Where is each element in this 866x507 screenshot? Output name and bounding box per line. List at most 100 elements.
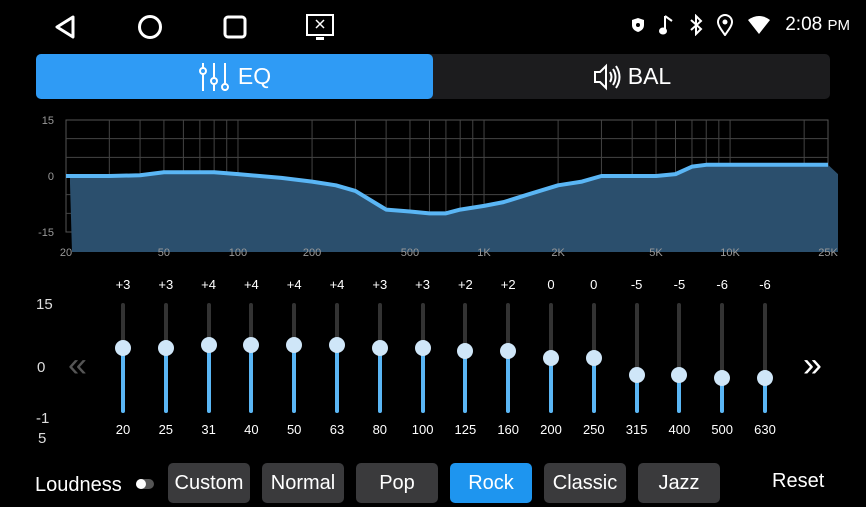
- band-gain-label: +3: [158, 277, 174, 292]
- band-slider[interactable]: [628, 303, 645, 413]
- band-slider[interactable]: [543, 303, 559, 413]
- axis-bottom-label-1: -1: [36, 410, 50, 427]
- preset-button-rock[interactable]: Rock: [450, 463, 532, 503]
- band-gain-label: +3: [415, 277, 430, 292]
- band-slider[interactable]: [757, 303, 773, 413]
- shield-icon: [632, 18, 645, 32]
- band-slider-fill: [763, 377, 767, 413]
- band-slider-knob[interactable]: [414, 340, 431, 357]
- next-page-button[interactable]: »: [803, 346, 822, 384]
- band-gain-label: +2: [457, 277, 473, 292]
- band-freq-label: 20: [115, 422, 131, 437]
- band-slider[interactable]: [200, 303, 217, 413]
- band-slider[interactable]: [585, 303, 602, 413]
- band-freq-label: 50: [286, 422, 302, 437]
- band-slider-fill: [506, 351, 511, 413]
- band-gain-label: +4: [329, 277, 345, 292]
- band-slider[interactable]: [371, 303, 388, 413]
- band-gain-label: -5: [630, 277, 643, 292]
- band-slider-knob[interactable]: [543, 350, 559, 366]
- equalizer-sliders-icon: [198, 62, 229, 91]
- band-slider-knob[interactable]: [200, 336, 217, 353]
- band-slider[interactable]: [500, 303, 517, 413]
- band-freq-label: 630: [754, 422, 776, 437]
- band-slider-knob[interactable]: [585, 350, 602, 366]
- band-slider[interactable]: [115, 303, 131, 413]
- band-freq-label: 315: [625, 422, 648, 437]
- band-slider-knob[interactable]: [714, 369, 731, 386]
- x-tick-label: 500: [401, 247, 419, 259]
- band-slider-knob[interactable]: [115, 340, 131, 357]
- band-freq-label: 80: [372, 422, 388, 437]
- eq-response-chart: 20 50 100 200 500 1K 2K 5K 10K 25K 15 0 -15: [38, 115, 838, 259]
- band-slider[interactable]: [157, 303, 174, 413]
- home-icon[interactable]: [137, 14, 163, 40]
- recents-icon[interactable]: [222, 14, 248, 40]
- response-curve: [66, 162, 828, 216]
- band-slider[interactable]: [329, 303, 345, 413]
- band-slider-knob[interactable]: [500, 343, 517, 360]
- band-slider-knob[interactable]: [671, 366, 688, 383]
- x-tick-label: 100: [229, 247, 247, 259]
- band-freq-label: 40: [244, 422, 259, 437]
- band-slider-fill: [677, 374, 682, 413]
- band-gain-label: +4: [243, 277, 259, 292]
- back-icon[interactable]: [53, 14, 77, 40]
- loudness-toggle[interactable]: [136, 479, 154, 489]
- screen-off-icon[interactable]: [305, 13, 335, 41]
- band-slider-knob[interactable]: [286, 336, 303, 353]
- preset-button-classic[interactable]: Classic: [544, 463, 626, 503]
- x-tick-label: 25K: [818, 247, 838, 259]
- preset-button-normal[interactable]: Normal: [262, 463, 344, 503]
- band-slider-fill: [634, 374, 639, 413]
- band-slider-fill: [163, 348, 168, 413]
- band-gain-label: -6: [716, 277, 728, 292]
- band-gain-label: +4: [286, 277, 302, 292]
- band-slider-knob[interactable]: [329, 336, 345, 353]
- status-bar: 2:08 PM: [631, 14, 850, 36]
- band-freq-label: 31: [201, 422, 216, 437]
- x-tick-label: 20: [60, 247, 72, 259]
- band-slider[interactable]: [671, 303, 688, 413]
- band-slider[interactable]: [286, 303, 303, 413]
- band-slider-fill: [420, 348, 425, 413]
- axis-top-label: 15: [36, 296, 53, 313]
- reset-button[interactable]: Reset: [772, 470, 825, 492]
- axis-bottom-label-2: 5: [38, 430, 47, 447]
- band-slider-fill: [720, 377, 725, 413]
- band-slider-knob[interactable]: [371, 340, 388, 357]
- band-gain-label: 0: [590, 277, 598, 292]
- band-slider-knob[interactable]: [628, 366, 645, 383]
- band-slider-fill: [249, 344, 254, 413]
- band-gain-label: +2: [500, 277, 516, 292]
- band-freq-label: 200: [540, 422, 562, 437]
- band-slider[interactable]: [714, 303, 731, 413]
- band-slider[interactable]: [243, 303, 260, 413]
- prev-page-button[interactable]: «: [68, 346, 87, 384]
- band-slider[interactable]: [414, 303, 431, 413]
- band-freq-label: 250: [582, 422, 605, 437]
- band-gain-label: -6: [759, 277, 771, 292]
- wifi-icon: [748, 16, 771, 34]
- band-slider-fill: [549, 358, 553, 413]
- band-slider[interactable]: [457, 303, 474, 413]
- band-gain-label: -5: [673, 277, 686, 292]
- y-tick-label: -15: [38, 227, 54, 239]
- preset-button-jazz[interactable]: Jazz: [638, 463, 720, 503]
- response-area: [66, 164, 838, 252]
- band-slider-knob[interactable]: [457, 343, 474, 360]
- tab-eq-label: EQ: [237, 63, 272, 89]
- loudness-toggle-knob: [136, 479, 146, 489]
- y-tick-label: 15: [42, 115, 54, 127]
- band-slider-knob[interactable]: [243, 336, 260, 353]
- tab-bal-label: BAL: [627, 63, 672, 89]
- tab-bal[interactable]: BAL: [433, 54, 830, 99]
- band-freq-label: 500: [711, 422, 734, 437]
- preset-button-custom[interactable]: Custom: [168, 463, 250, 503]
- band-slider-knob[interactable]: [757, 369, 773, 386]
- speaker-icon: [593, 63, 621, 90]
- band-slider-knob[interactable]: [157, 340, 174, 357]
- preset-button-pop[interactable]: Pop: [356, 463, 438, 503]
- tab-eq[interactable]: EQ: [36, 54, 433, 99]
- band-freq-label: 25: [158, 422, 174, 437]
